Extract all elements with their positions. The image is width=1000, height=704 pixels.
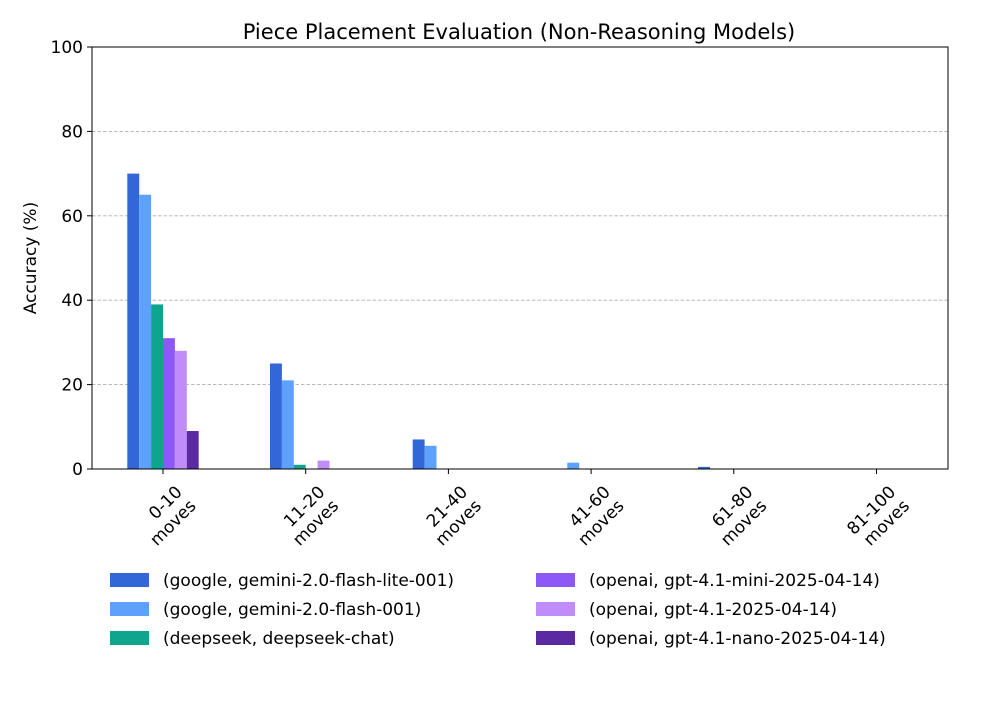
legend-swatch — [110, 573, 149, 587]
legend-label: (openai, gpt-4.1-nano-2025-04-14) — [589, 629, 886, 649]
bar — [127, 173, 140, 469]
legend-swatch — [110, 631, 149, 645]
y-tick-label: 80 — [61, 122, 83, 142]
bars — [127, 173, 710, 469]
legend-item: (openai, gpt-4.1-mini-2025-04-14) — [536, 571, 880, 591]
y-tick-label: 100 — [51, 38, 83, 58]
legend: (google, gemini-2.0-flash-lite-001) (goog… — [110, 571, 886, 649]
legend-item: (deepseek, deepseek-chat) — [110, 629, 395, 649]
legend-swatch — [536, 631, 575, 645]
legend-label: (openai, gpt-4.1-2025-04-14) — [589, 600, 837, 620]
legend-item: (openai, gpt-4.1-nano-2025-04-14) — [536, 629, 886, 649]
legend-label: (openai, gpt-4.1-mini-2025-04-14) — [589, 571, 880, 591]
bar — [698, 466, 710, 469]
bar — [270, 363, 282, 469]
y-tick-label: 40 — [61, 291, 83, 311]
bar — [317, 460, 330, 469]
legend-swatch — [110, 602, 149, 616]
chart-title: Piece Placement Evaluation (Non-Reasonin… — [243, 20, 796, 44]
legend-swatch — [536, 602, 575, 616]
legend-swatch — [536, 573, 575, 587]
bar — [174, 350, 187, 469]
y-tick-label: 0 — [72, 460, 83, 480]
bar — [424, 445, 437, 469]
bar — [293, 464, 306, 469]
bar — [567, 462, 580, 469]
legend-item: (google, gemini-2.0-flash-001) — [110, 600, 421, 620]
y-axis-ticks: 0 20 40 60 80 100 — [51, 38, 92, 480]
bar — [281, 380, 294, 469]
legend-item: (openai, gpt-4.1-2025-04-14) — [536, 600, 837, 620]
y-tick-label: 60 — [61, 207, 83, 227]
bar — [412, 439, 425, 469]
y-axis-label: Accuracy (%) — [21, 202, 41, 314]
legend-label: (deepseek, deepseek-chat) — [163, 629, 395, 649]
bar — [139, 194, 152, 469]
bar — [163, 338, 175, 469]
legend-label: (google, gemini-2.0-flash-lite-001) — [163, 571, 454, 591]
legend-label: (google, gemini-2.0-flash-001) — [163, 600, 421, 620]
legend-item: (google, gemini-2.0-flash-lite-001) — [110, 571, 454, 591]
y-tick-label: 20 — [61, 376, 83, 396]
bar — [151, 304, 163, 469]
plot-frame — [91, 46, 949, 470]
plot-border — [91, 46, 949, 470]
bar — [186, 431, 199, 469]
